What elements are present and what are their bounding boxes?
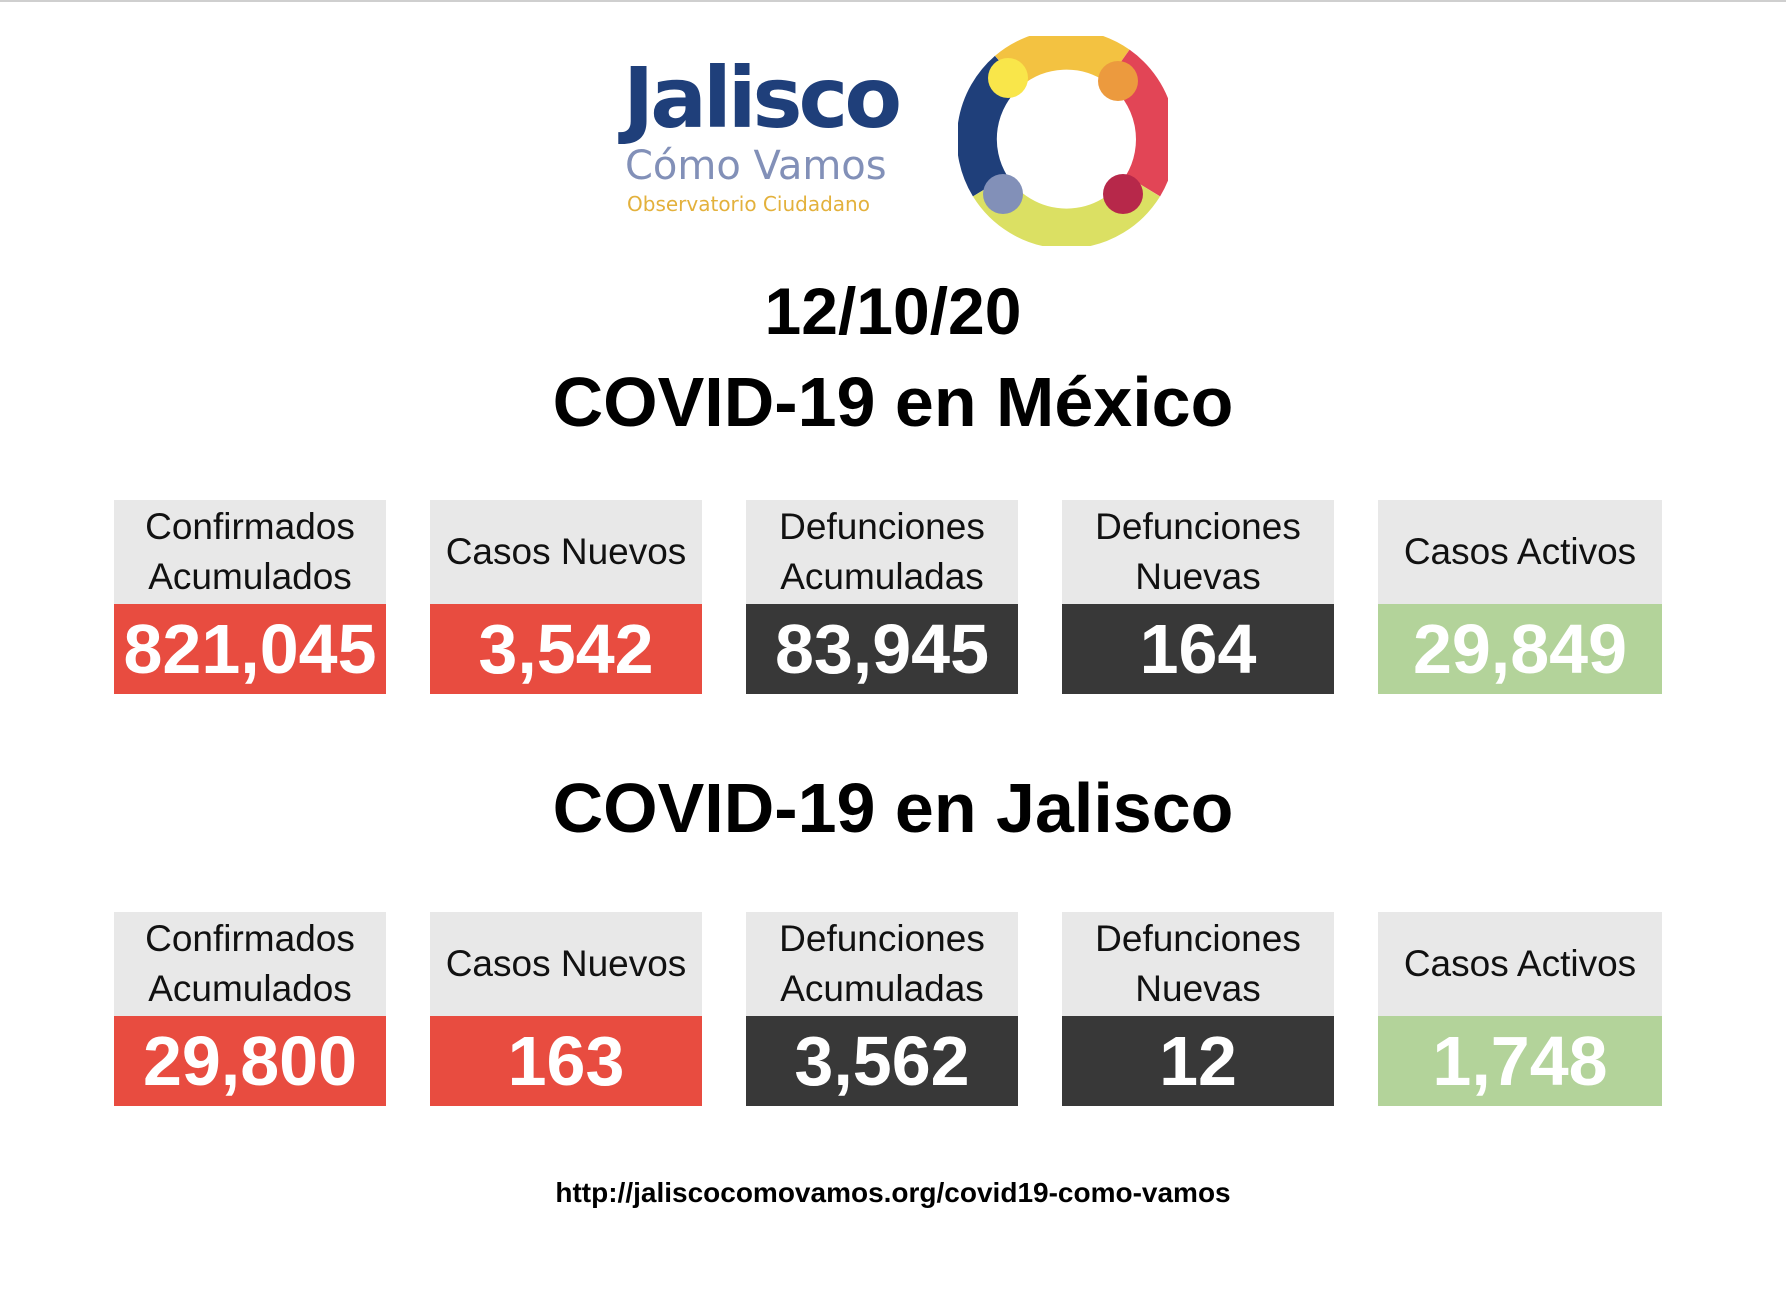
stat-label: Defunciones Nuevas — [1062, 912, 1334, 1016]
report-date: 12/10/20 — [764, 274, 1022, 348]
stat-value: 821,045 — [114, 604, 386, 694]
mx-casos-activos-card: Casos Activos 29,849 — [1378, 500, 1662, 694]
stat-value: 29,800 — [114, 1016, 386, 1106]
logo-tagline: Observatorio Ciudadano — [627, 192, 870, 216]
stat-value: 83,945 — [746, 604, 1018, 694]
jal-confirmados-acumulados-card: Confirmados Acumulados 29,800 — [114, 912, 386, 1106]
stat-label: Casos Nuevos — [430, 500, 702, 604]
source-url: http://jaliscocomovamos.org/covid19-como… — [555, 1177, 1231, 1208]
jalisco-section-title: COVID-19 en Jalisco — [552, 769, 1234, 847]
stat-label: Casos Nuevos — [430, 912, 702, 1016]
stat-label: Casos Activos — [1378, 912, 1662, 1016]
stat-label: Defunciones Acumuladas — [746, 500, 1018, 604]
stat-value: 1,748 — [1378, 1016, 1662, 1106]
jal-casos-activos-card: Casos Activos 1,748 — [1378, 912, 1662, 1106]
top-border — [0, 0, 1786, 2]
stat-value: 163 — [430, 1016, 702, 1106]
logo-ring-icon — [958, 36, 1168, 246]
stat-label: Defunciones Acumuladas — [746, 912, 1018, 1016]
stat-value: 3,542 — [430, 604, 702, 694]
mexico-section-title: COVID-19 en México — [552, 363, 1234, 441]
mexico-stats-row: Confirmados Acumulados 821,045 Casos Nue… — [114, 500, 1662, 694]
mx-casos-nuevos-card: Casos Nuevos 3,542 — [430, 500, 702, 694]
logo-subtitle: Cómo Vamos — [625, 143, 887, 189]
mx-confirmados-acumulados-card: Confirmados Acumulados 821,045 — [114, 500, 386, 694]
jalisco-stats-row: Confirmados Acumulados 29,800 Casos Nuev… — [114, 912, 1662, 1106]
stat-label: Confirmados Acumulados — [114, 912, 386, 1016]
jal-defunciones-acumuladas-card: Defunciones Acumuladas 3,562 — [746, 912, 1018, 1106]
stat-value: 29,849 — [1378, 604, 1662, 694]
stat-value: 3,562 — [746, 1016, 1018, 1106]
stat-label: Confirmados Acumulados — [114, 500, 386, 604]
logo-wordmark: Jalisco — [623, 49, 902, 147]
jalisco-como-vamos-logo: Jalisco Cómo Vamos Observatorio Ciudadan… — [620, 36, 1180, 256]
stat-label: Defunciones Nuevas — [1062, 500, 1334, 604]
stat-value: 164 — [1062, 604, 1334, 694]
mx-defunciones-nuevas-card: Defunciones Nuevas 164 — [1062, 500, 1334, 694]
stat-value: 12 — [1062, 1016, 1334, 1106]
stat-label: Casos Activos — [1378, 500, 1662, 604]
mx-defunciones-acumuladas-card: Defunciones Acumuladas 83,945 — [746, 500, 1018, 694]
jal-casos-nuevos-card: Casos Nuevos 163 — [430, 912, 702, 1106]
jal-defunciones-nuevas-card: Defunciones Nuevas 12 — [1062, 912, 1334, 1106]
